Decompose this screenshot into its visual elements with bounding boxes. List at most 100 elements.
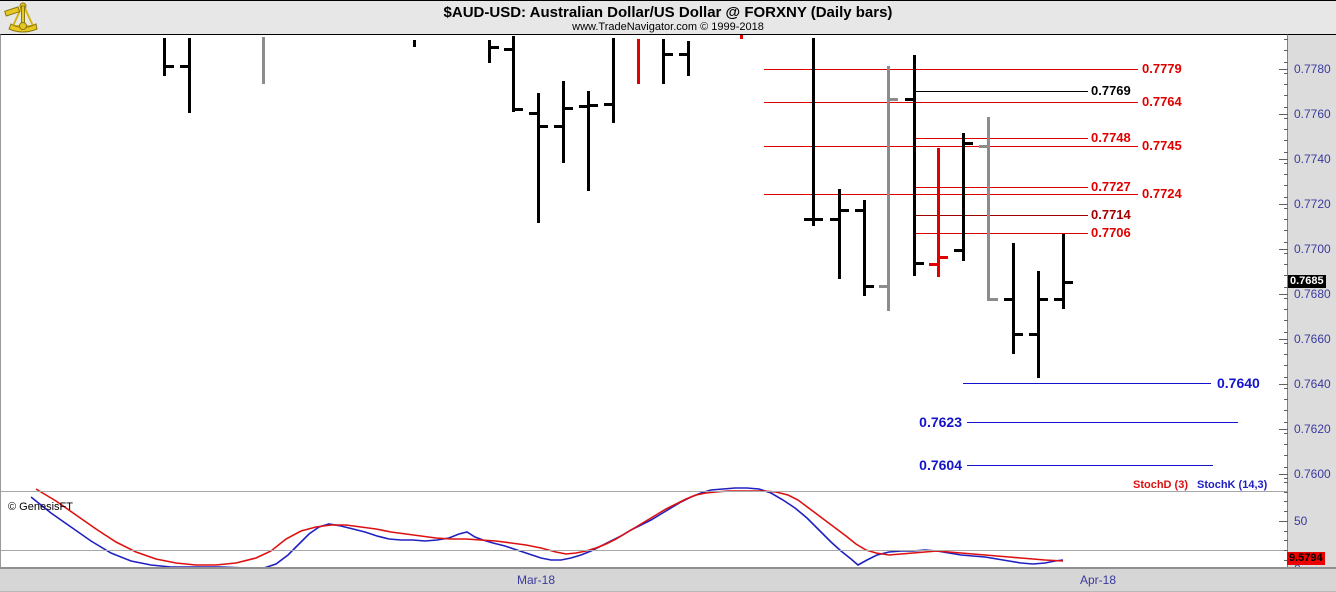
ohlc-bar [887,66,890,311]
stoch-major-tick [1279,521,1288,522]
price-level-line [967,422,1238,423]
price-minor-tick [1284,388,1288,389]
ohlc-bar [937,148,940,277]
price-minor-tick [1284,242,1288,243]
ohlc-close-tick [866,285,874,288]
ohlc-bar [413,40,416,47]
ohlc-close-tick [540,125,548,128]
price-minor-tick [1284,50,1288,51]
ohlc-open-tick [579,105,587,108]
price-major-tick [1279,384,1288,385]
stoch-minor-tick [1284,492,1288,493]
price-minor-tick [1284,455,1288,456]
ohlc-close-tick [940,256,948,259]
price-level-line [764,194,1138,195]
price-minor-tick [1284,444,1288,445]
ohlc-close-tick [841,209,849,212]
price-level-line [913,215,1088,216]
stoch-axis-label: 50 [1294,514,1308,528]
date-axis-label: Mar-18 [516,573,556,587]
stoch-reference-line [1,491,1287,492]
chart-title: $AUD-USD: Australian Dollar/US Dollar @ … [443,4,893,21]
ohlc-bar [537,93,540,223]
price-axis-label: 0.7660 [1294,332,1331,346]
ohlc-close-tick [990,298,998,301]
ohlc-bar [662,39,665,84]
price-minor-tick [1284,185,1288,186]
ohlc-close-tick [515,108,523,111]
price-axis-label: 0.7740 [1294,152,1331,166]
ohlc-open-tick [1029,333,1037,336]
price-axis-label: 0.7780 [1294,62,1331,76]
ohlc-close-tick [565,107,573,110]
price-minor-tick [1284,129,1288,130]
price-axis[interactable]: 0.7780 0.7760 0.7740 0.7720 0.7700 0.7680 0.76… [1279,34,1336,576]
ohlc-bar [812,38,815,226]
price-minor-tick [1284,62,1288,63]
price-minor-tick [1284,275,1288,276]
price-minor-tick [1284,230,1288,231]
ohlc-bar [1037,271,1040,378]
date-axis[interactable]: Mar-18 Apr-18 [0,567,1336,591]
ohlc-bar [1012,243,1015,354]
ohlc-bar [562,81,565,163]
price-major-tick [1279,204,1288,205]
ohlc-bar [637,39,640,84]
stoch-minor-tick [1284,511,1288,512]
ohlc-close-tick [916,262,924,265]
ohlc-open-tick [954,249,962,252]
price-level-line [913,233,1088,234]
ohlc-open-tick [529,112,537,115]
price-minor-tick [1284,107,1288,108]
price-minor-tick [1284,399,1288,400]
ohlc-bar [913,55,916,276]
last-price-badge: 0.7685 [1288,275,1326,288]
price-level-label: 0.7748 [1091,130,1131,145]
price-major-tick [1279,294,1288,295]
price-minor-tick [1284,253,1288,254]
ohlc-open-tick [504,48,512,51]
price-chart-area[interactable]: © GenesisFT 0.7779 0.7769 0.7764 0.7748 0.77… [0,34,1288,567]
price-level-line [764,69,1138,70]
price-minor-tick [1284,478,1288,479]
stoch-legend-stochk: StochK (14,3) [1197,479,1268,491]
price-minor-tick [1284,377,1288,378]
price-level-line [915,91,1088,92]
price-minor-tick [1284,174,1288,175]
ohlc-bar [188,38,191,113]
price-level-line [967,465,1213,466]
genesis-copyright: © GenesisFT [8,501,73,513]
stoch-legend-stochd: StochD (3) [1133,479,1188,491]
price-minor-tick [1284,95,1288,96]
price-major-tick [1279,249,1288,250]
stoch-series-stochk [30,487,1064,567]
price-axis-label: 0.7680 [1294,287,1331,301]
ohlc-close-tick [890,98,898,101]
price-minor-tick [1284,298,1288,299]
price-level-label: 0.7604 [919,457,962,473]
ohlc-bar [987,117,990,301]
price-level-line [913,138,1088,139]
price-minor-tick [1284,309,1288,310]
stoch-reference-line [1,550,1287,551]
price-minor-tick [1284,320,1288,321]
ohlc-bar [262,37,265,84]
stoch-minor-tick [1284,531,1288,532]
ohlc-close-tick [815,218,823,221]
price-major-tick [1279,159,1288,160]
price-level-label: 0.7769 [1091,83,1131,98]
ohlc-bar [740,35,743,39]
ohlc-close-tick [590,104,598,107]
ohlc-close-tick [1065,281,1073,284]
price-minor-tick [1284,343,1288,344]
ohlc-open-tick [604,103,612,106]
price-axis-label: 0.7600 [1294,467,1331,481]
ohlc-open-tick [679,53,687,56]
price-minor-tick [1284,422,1288,423]
ohlc-open-tick [979,145,987,148]
ohlc-bar [962,133,965,261]
price-major-tick [1279,339,1288,340]
price-major-tick [1279,114,1288,115]
price-minor-tick [1284,365,1288,366]
price-level-label: 0.7727 [1091,179,1131,194]
